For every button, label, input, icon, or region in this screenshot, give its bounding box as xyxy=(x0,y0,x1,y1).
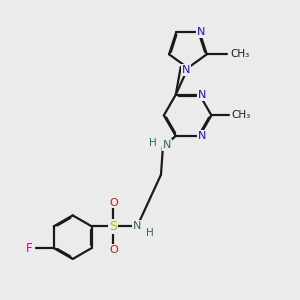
Text: N: N xyxy=(197,27,206,37)
Text: N: N xyxy=(198,131,207,141)
Text: N: N xyxy=(133,221,141,231)
Text: N: N xyxy=(163,140,171,150)
Text: CH₃: CH₃ xyxy=(231,49,250,59)
Text: N: N xyxy=(182,65,190,75)
Text: H: H xyxy=(149,138,157,148)
Text: O: O xyxy=(109,245,118,255)
Text: O: O xyxy=(109,197,118,208)
Text: N: N xyxy=(198,90,207,100)
Text: S: S xyxy=(110,220,117,233)
Text: CH₃: CH₃ xyxy=(232,110,251,120)
Text: H: H xyxy=(146,228,154,238)
Text: F: F xyxy=(26,242,32,255)
